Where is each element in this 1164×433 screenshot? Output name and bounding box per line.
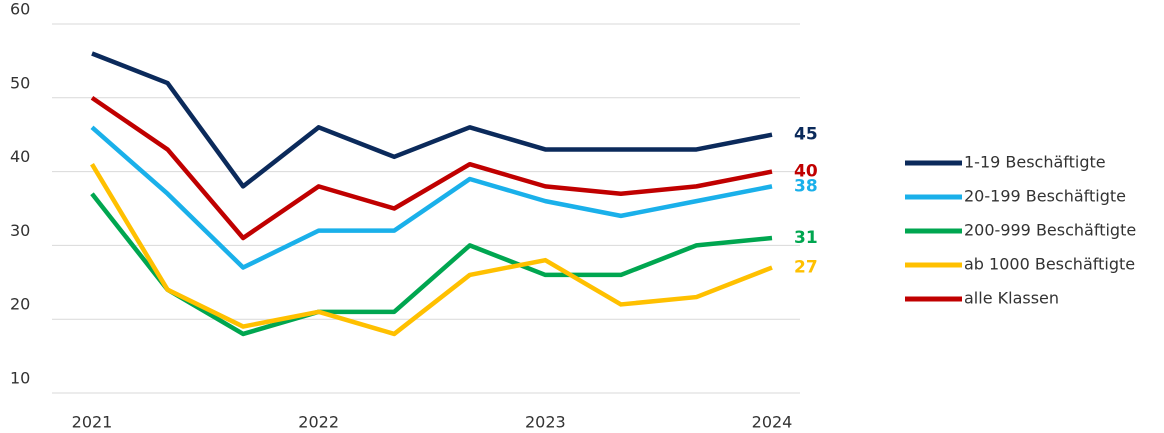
y-tick-label: 10	[10, 369, 30, 388]
value-label: 45	[794, 125, 818, 145]
y-tick-label: 60	[10, 0, 30, 19]
legend-label: 200-999 Beschäftigte	[964, 221, 1136, 240]
legend-label: 20-199 Beschäftigte	[964, 187, 1126, 206]
y-tick-label: 40	[10, 147, 30, 166]
x-tick-label: 2023	[525, 413, 566, 432]
series-line	[90, 125, 773, 270]
value-label: 27	[794, 258, 818, 278]
y-tick-label: 50	[10, 73, 30, 92]
series-line	[90, 95, 773, 241]
legend-label: 1-19 Beschäftigte	[964, 153, 1106, 172]
legend-label: alle Klassen	[964, 289, 1059, 308]
value-label: 31	[794, 228, 818, 248]
value-label: 38	[794, 176, 818, 196]
value-label: 40	[794, 162, 818, 182]
series-line	[90, 163, 773, 337]
x-tick-label: 2024	[752, 413, 793, 432]
y-tick-label: 20	[10, 295, 30, 314]
series-line	[90, 192, 773, 337]
x-tick-label: 2021	[72, 413, 113, 432]
y-tick-label: 30	[10, 221, 30, 240]
x-tick-label: 2022	[298, 413, 339, 432]
legend-label: ab 1000 Beschäftigte	[964, 255, 1135, 274]
series-line	[91, 51, 773, 189]
